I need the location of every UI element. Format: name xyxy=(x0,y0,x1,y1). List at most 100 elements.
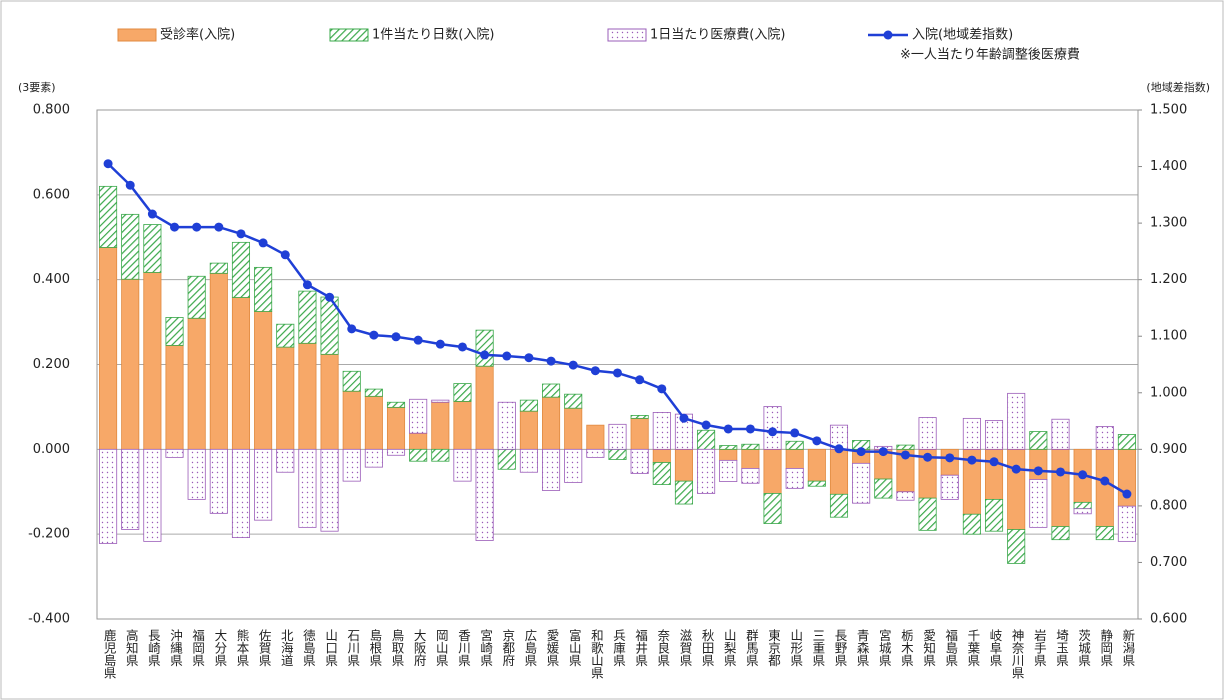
y2-tick-label: 1.000 xyxy=(1150,385,1187,400)
right-axis-label: (地域差指数) xyxy=(1146,80,1210,94)
bar-segment xyxy=(187,317,206,450)
line-point xyxy=(723,424,733,434)
bar-segment xyxy=(165,345,184,450)
legend-label: 1件当たり日数(入院) xyxy=(372,28,494,43)
bar-segment xyxy=(121,213,140,280)
line-point xyxy=(258,238,268,248)
x-tick-label: 愛知県 xyxy=(921,629,936,667)
bar-segment xyxy=(719,459,738,482)
y-tick-label: -0.200 xyxy=(28,527,70,542)
y2-tick-label: 1.300 xyxy=(1150,216,1187,231)
bar-segment xyxy=(143,272,162,450)
x-tick-label: 沖縄県 xyxy=(168,629,183,667)
x-tick-label: 神奈川県 xyxy=(1010,629,1025,679)
x-tick-label: 鹿児島県 xyxy=(102,628,117,679)
line-point xyxy=(989,457,999,467)
bar-segment xyxy=(143,224,162,273)
bar-segment xyxy=(475,365,494,450)
y-tick-label: 0.400 xyxy=(33,272,70,287)
line-point xyxy=(1055,467,1065,477)
y2-tick-label: 0.900 xyxy=(1150,442,1187,457)
bar-segment xyxy=(475,448,494,541)
bar-segment xyxy=(99,448,118,544)
y-tick-label: 0.000 xyxy=(33,442,70,457)
bar-segment xyxy=(298,448,317,528)
x-tick-label: 島根県 xyxy=(367,628,382,667)
x-tick-label: 岩手県 xyxy=(1032,628,1047,667)
bar-segment xyxy=(564,407,583,450)
bar-segment xyxy=(896,444,915,450)
bar-segment xyxy=(342,370,361,392)
bar-segment xyxy=(962,417,981,450)
y2-tick-label: 1.400 xyxy=(1150,159,1187,174)
bar-segment xyxy=(453,383,472,402)
x-tick-label: 和歌山県 xyxy=(589,629,604,679)
line-point xyxy=(701,420,711,430)
bar-segment xyxy=(231,241,251,298)
bar-segment xyxy=(342,390,361,450)
bar-segment xyxy=(741,468,760,484)
bar-segment xyxy=(519,448,538,473)
bar-segment xyxy=(1095,448,1114,527)
bar-segment xyxy=(564,448,583,483)
line-point xyxy=(325,292,335,302)
x-tick-label: 高知県 xyxy=(124,628,139,667)
bar-segment xyxy=(1051,526,1070,541)
line-point xyxy=(214,222,224,232)
line-point xyxy=(546,356,556,366)
bar-segment xyxy=(918,497,937,531)
line-point xyxy=(435,339,445,349)
bar-segment xyxy=(1029,431,1048,450)
line-point xyxy=(657,384,667,394)
bar-segment xyxy=(121,278,140,450)
bar-segment xyxy=(209,262,228,274)
bar-segment xyxy=(298,290,317,344)
x-tick-label: 宮崎県 xyxy=(478,628,493,667)
line-point xyxy=(147,209,157,219)
bar-segment xyxy=(475,329,494,367)
bar-segment xyxy=(630,448,649,474)
bar-segment xyxy=(542,383,561,398)
legend-label: 入院(地域差指数) xyxy=(912,28,1013,43)
bar-segment xyxy=(364,388,383,397)
bar-segment xyxy=(143,448,162,542)
bar-segment xyxy=(630,414,649,419)
bar-segment xyxy=(209,272,228,450)
bar-segment xyxy=(763,448,782,494)
line-point xyxy=(1033,466,1043,476)
bar-segment xyxy=(519,399,538,412)
bar-segment xyxy=(719,445,738,450)
x-tick-label: 佐賀県 xyxy=(257,629,272,667)
bar-segment xyxy=(1117,505,1136,542)
x-tick-label: 兵庫県 xyxy=(611,629,626,667)
line-point xyxy=(945,453,955,463)
bar-segment xyxy=(386,448,406,456)
legend-swatch xyxy=(329,28,369,42)
bar-segment xyxy=(542,396,561,450)
x-tick-label: 奈良県 xyxy=(655,629,670,667)
x-tick-label: 徳島県 xyxy=(301,628,316,667)
bar-segment xyxy=(99,247,118,450)
bar-segment xyxy=(121,448,140,530)
x-tick-label: 愛媛県 xyxy=(545,629,560,667)
bar-segment xyxy=(276,448,295,473)
bar-segment xyxy=(1073,501,1092,510)
bar-segment xyxy=(874,478,893,499)
x-tick-label: 富山県 xyxy=(567,628,582,667)
x-tick-label: 茨城県 xyxy=(1076,629,1091,667)
x-tick-label: 静岡県 xyxy=(1098,629,1113,667)
bar-segment xyxy=(918,417,937,450)
x-tick-label: 埼玉県 xyxy=(1054,629,1069,667)
bar-segment xyxy=(364,395,383,450)
bar-segment xyxy=(386,406,406,450)
legend-swatch xyxy=(607,28,647,42)
legend-swatch xyxy=(117,28,157,42)
y-tick-label: 0.600 xyxy=(33,187,70,202)
bar-segment xyxy=(785,468,804,489)
bar-segment xyxy=(364,448,383,468)
y-tick-label: 0.200 xyxy=(33,357,70,372)
line-point xyxy=(590,366,600,376)
bar-segment xyxy=(187,448,206,500)
bar-segment xyxy=(652,412,671,450)
